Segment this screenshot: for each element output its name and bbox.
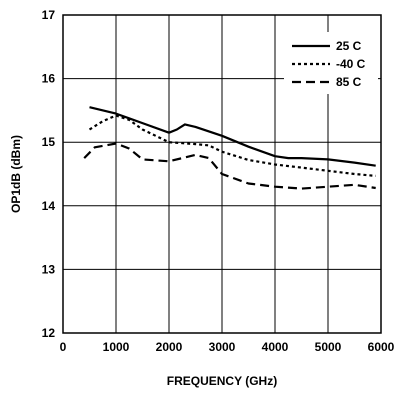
legend: 25 C -40 C 85 C: [284, 32, 378, 94]
x-axis-label: FREQUENCY (GHz): [167, 374, 277, 388]
y-tick-label: 16: [42, 72, 56, 86]
x-tick-label: 0: [60, 340, 67, 354]
y-tick-label: 12: [42, 326, 56, 340]
series-line-3: [83, 142, 376, 190]
legend-label: -40 C: [336, 57, 366, 71]
series-layer: [83, 106, 376, 190]
series-line-2: [88, 114, 376, 177]
series-line-1: [89, 106, 376, 167]
y-axis-label: OP1dB (dBm): [9, 135, 23, 213]
y-tick-label: 15: [42, 135, 56, 149]
x-tick-label: 5000: [315, 340, 342, 354]
x-tick-label: 2000: [156, 340, 183, 354]
tick-layer: 0 1000 2000 3000 4000 5000 6000 12 13 14 15 16 17: [42, 8, 395, 354]
y-tick-label: 13: [42, 262, 56, 276]
x-tick-label: 6000: [368, 340, 395, 354]
x-tick-label: 3000: [209, 340, 236, 354]
legend-label: 85 C: [336, 75, 362, 89]
plot-frame: [62, 14, 382, 334]
x-tick-label: 1000: [103, 340, 130, 354]
legend-label: 25 C: [336, 39, 362, 53]
y-tick-label: 17: [42, 8, 56, 22]
x-tick-label: 4000: [262, 340, 289, 354]
y-tick-label: 14: [42, 199, 56, 213]
